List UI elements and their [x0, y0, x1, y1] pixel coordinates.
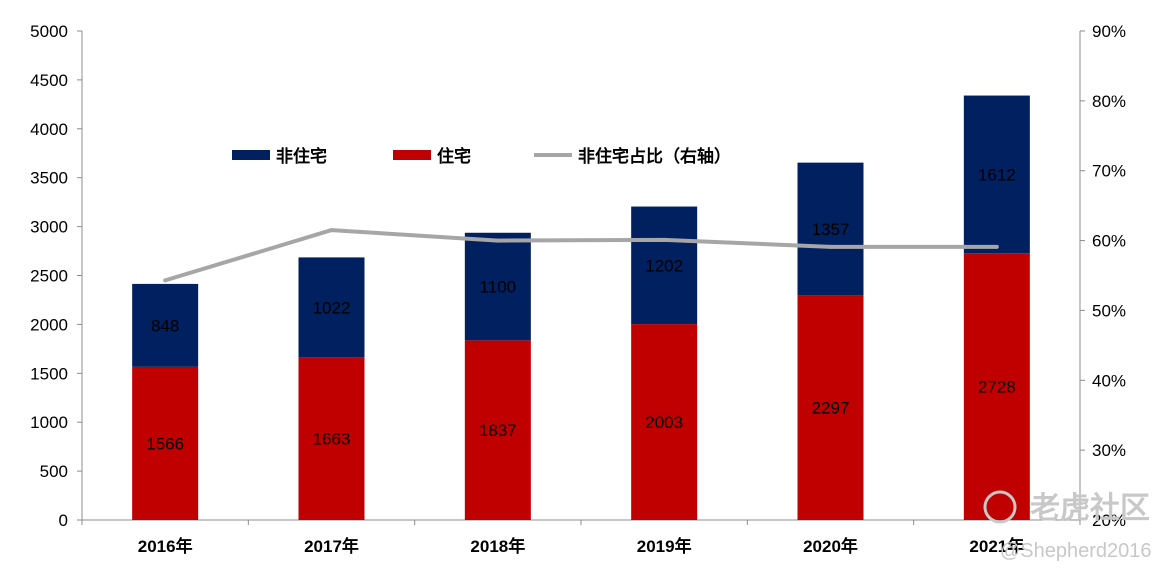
data-label-non-residential: 1022 [313, 298, 351, 317]
x-tick-label: 2018年 [470, 536, 525, 556]
data-label-residential: 2728 [978, 378, 1016, 397]
ratio-line-path [164, 228, 997, 283]
bar-residential [298, 357, 365, 520]
watermark-handle: @Shepherd2016 [1000, 540, 1152, 562]
watermark: 老虎社区 @Shepherd2016 [983, 490, 1152, 562]
data-label-non-residential: 1612 [978, 165, 1016, 184]
bar-non-residential [963, 95, 1030, 254]
x-tick-label: 2019年 [637, 536, 692, 556]
bar-non-residential [631, 206, 698, 325]
bar-non-residential [132, 283, 199, 367]
bars [132, 95, 1030, 520]
watermark-logo-icon [983, 490, 1017, 524]
ratio-point [994, 244, 999, 249]
x-tick-label: 2016年 [138, 536, 193, 556]
data-label-non-residential: 1357 [812, 220, 850, 239]
left-tick-label: 1000 [30, 413, 68, 432]
x-tick-label: 2021年 [969, 536, 1024, 556]
ratio-line [163, 228, 999, 283]
x-tick-label: 2020年 [803, 536, 858, 556]
left-tick-label: 4500 [30, 71, 68, 90]
data-label-residential: 1566 [146, 434, 184, 453]
ratio-point [662, 237, 667, 242]
ratio-point [163, 278, 168, 283]
x-tick-label: 2017年 [304, 536, 359, 556]
bar-residential [631, 324, 698, 520]
data-labels: 1566 1663 1837 2003 2297 2728 848 1022 1100 1202 1… [146, 165, 1015, 453]
bar-residential [132, 366, 199, 520]
legend-swatch-non-residential [232, 150, 270, 160]
right-tick-label: 90% [1092, 22, 1126, 41]
right-tick-label: 70% [1092, 162, 1126, 181]
bar-non-residential [797, 162, 864, 296]
ratio-point [329, 228, 334, 233]
data-label-non-residential: 1202 [645, 256, 683, 275]
data-label-residential: 1663 [313, 430, 351, 449]
bar-residential [464, 340, 531, 520]
legend-label-residential: 住宅 [437, 146, 471, 166]
data-label-non-residential: 848 [151, 316, 179, 335]
bar-non-residential [464, 232, 531, 341]
left-tick-label: 4000 [30, 120, 68, 139]
left-tick-label: 5000 [30, 22, 68, 41]
data-label-residential: 2003 [645, 413, 683, 432]
right-tick-label: 60% [1092, 232, 1126, 251]
left-tick-label: 500 [40, 462, 68, 481]
data-label-residential: 2297 [812, 399, 850, 418]
legend-swatch-residential [393, 150, 431, 160]
left-tick-label: 3500 [30, 169, 68, 188]
left-tick-label: 3000 [30, 218, 68, 237]
right-tick-label: 80% [1092, 92, 1126, 111]
left-tick-label: 0 [59, 511, 68, 530]
left-tick-label: 2500 [30, 267, 68, 286]
watermark-logo-text: 老虎社区 [1030, 492, 1150, 525]
bar-residential [797, 295, 864, 520]
ratio-point [495, 238, 500, 243]
data-label-non-residential: 1100 [480, 278, 517, 297]
bar-non-residential [298, 257, 365, 358]
legend: 非住宅 住宅 非住宅占比（右轴） [232, 146, 731, 166]
legend-label-non-residential: 非住宅 [276, 146, 327, 166]
ratio-point [828, 244, 833, 249]
legend-label-ratio: 非住宅占比（右轴） [578, 146, 731, 166]
left-tick-label: 2000 [30, 315, 68, 334]
right-tick-label: 50% [1092, 301, 1126, 320]
bar-residential [963, 253, 1030, 520]
axes: 0 500 1000 1500 2000 2500 3000 3500 4000 4500 5000… [30, 22, 1126, 556]
right-tick-label: 20% [1092, 511, 1126, 530]
right-tick-label: 40% [1092, 371, 1126, 390]
left-tick-label: 1500 [30, 364, 68, 383]
data-label-residential: 1837 [479, 421, 517, 440]
right-tick-label: 30% [1092, 441, 1126, 460]
